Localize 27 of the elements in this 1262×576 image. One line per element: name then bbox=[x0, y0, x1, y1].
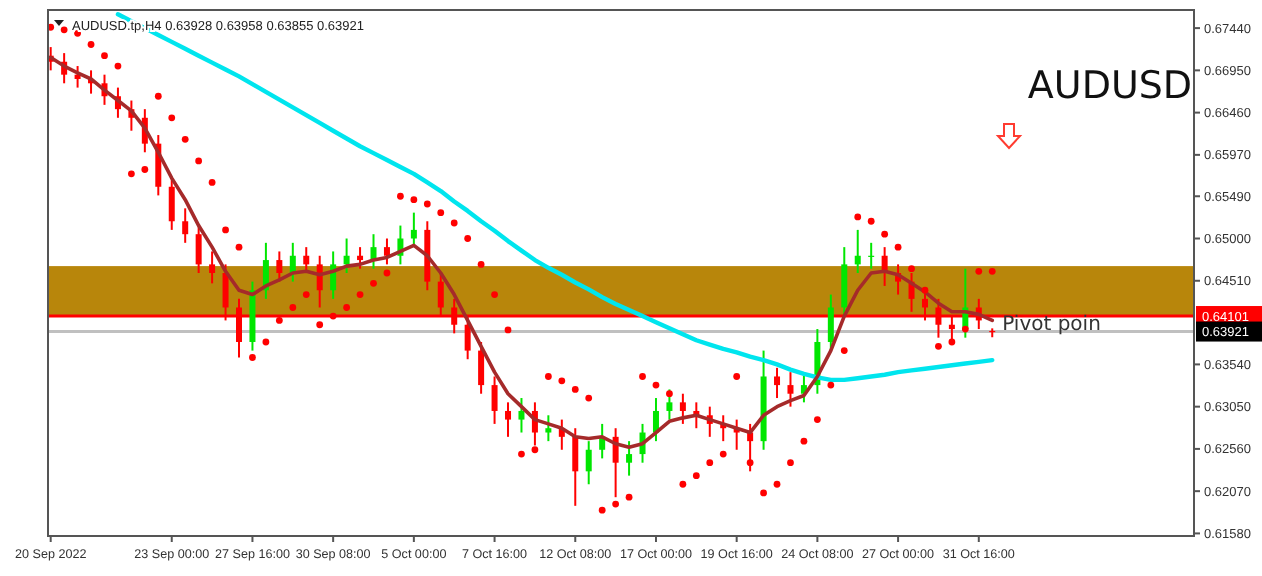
annotation: Pivot poin bbox=[1002, 313, 1101, 336]
candlestick bbox=[383, 237, 390, 266]
candlestick bbox=[195, 224, 202, 274]
candlestick bbox=[585, 440, 592, 486]
candlestick bbox=[168, 177, 175, 231]
candlestick bbox=[572, 427, 579, 507]
candlestick bbox=[679, 392, 686, 425]
text: AUDUSD bbox=[1027, 64, 1193, 108]
candlestick bbox=[787, 371, 794, 408]
candlestick bbox=[357, 246, 364, 270]
candlestick bbox=[478, 340, 485, 395]
candlestick bbox=[827, 293, 834, 352]
candlestick bbox=[303, 246, 310, 274]
candlestick bbox=[841, 246, 848, 318]
candlestick bbox=[626, 440, 633, 477]
candlestick bbox=[774, 366, 781, 400]
candlestick bbox=[666, 388, 673, 421]
candlestick bbox=[182, 207, 189, 244]
candlestick bbox=[209, 250, 216, 285]
candlestick bbox=[276, 250, 283, 283]
candlestick bbox=[518, 397, 525, 434]
candlestick bbox=[491, 375, 498, 425]
candlestick bbox=[545, 414, 552, 443]
candlestick bbox=[343, 237, 350, 274]
candlestick bbox=[505, 401, 512, 438]
candlestick bbox=[854, 228, 861, 274]
candlestick bbox=[410, 211, 417, 249]
